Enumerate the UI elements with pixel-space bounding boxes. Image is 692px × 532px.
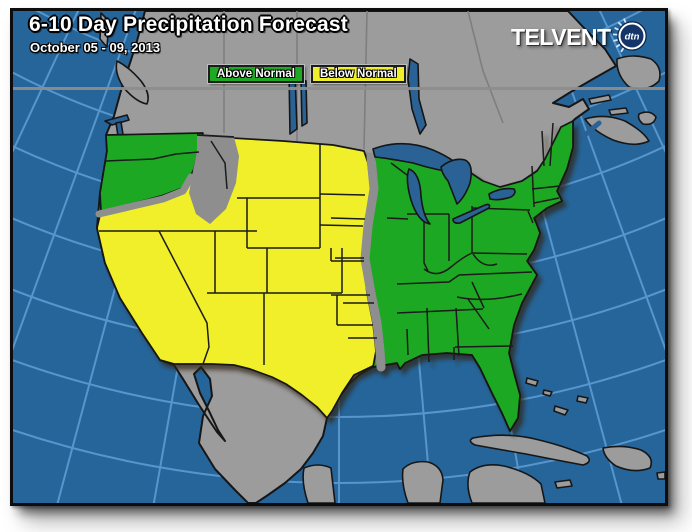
lake-winnipeg [407, 58, 427, 135]
legend: Above Normal Below Normal [208, 65, 406, 83]
coastal-island [99, 12, 110, 48]
cape-breton [637, 111, 657, 126]
vancouver-island [115, 60, 149, 105]
legend-above-normal: Above Normal [208, 65, 304, 83]
cuba [469, 434, 591, 466]
map-seam-line [13, 87, 665, 90]
lake-winnipegosis [300, 78, 308, 127]
lake-erie [452, 203, 491, 224]
forecast-date-range: October 05 - 09, 2013 [30, 40, 161, 55]
forecast-map: 6-10 Day Precipitation Forecast October … [10, 8, 668, 506]
puerto-rico [656, 471, 665, 480]
central-america [467, 464, 546, 503]
strait-juan-de-fuca [104, 114, 130, 126]
legend-below-normal: Below Normal [310, 65, 406, 83]
transition-band-mississippi [360, 152, 386, 372]
lake-ontario [488, 187, 516, 201]
transition-region-idaho [189, 135, 239, 224]
great-lakes [372, 142, 516, 225]
prince-edward-island [608, 107, 629, 116]
branding: TELVENT dtn [511, 18, 651, 55]
telvent-logo-text: TELVENT [511, 23, 611, 50]
legend-above-normal-label: Above Normal [217, 68, 295, 80]
north-america-map [13, 11, 665, 503]
transition-band-northwest [95, 173, 195, 218]
lake-michigan [406, 168, 431, 225]
dtn-logo-icon: dtn [612, 18, 647, 53]
hispaniola [602, 445, 653, 472]
anticosti-island [588, 94, 612, 105]
svg-text:dtn: dtn [624, 32, 639, 43]
state-borders [99, 122, 561, 365]
bahamas [525, 377, 589, 416]
southern-mexico-coast [302, 464, 336, 503]
yucatan [401, 460, 444, 503]
legend-below-normal-label: Below Normal [319, 68, 397, 80]
page-title: 6-10 Day Precipitation Forecast [29, 13, 348, 36]
newfoundland [616, 55, 661, 90]
lake-huron [440, 158, 472, 205]
jamaica [554, 479, 573, 489]
canada-border-segment [196, 134, 235, 138]
